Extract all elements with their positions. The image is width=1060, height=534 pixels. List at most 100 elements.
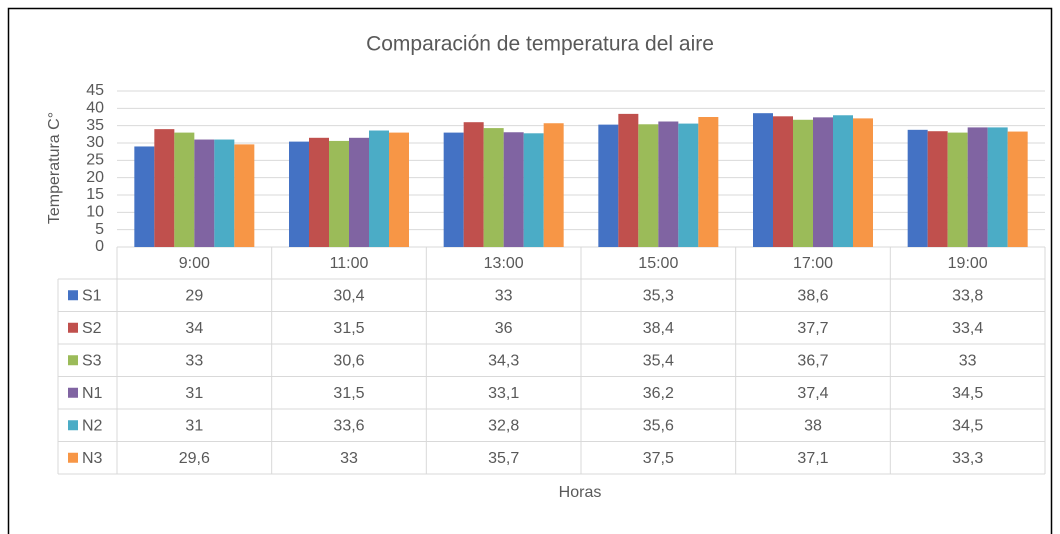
bar xyxy=(793,119,813,247)
bar xyxy=(907,129,928,247)
bar xyxy=(773,116,793,247)
y-tick-label: 40 xyxy=(86,100,104,117)
y-tick-label: 35 xyxy=(86,117,104,134)
table-cell: 35,7 xyxy=(488,450,519,467)
bar xyxy=(289,141,309,247)
bar xyxy=(927,131,948,247)
x-axis-title: Horas xyxy=(559,484,602,501)
table-cell: 34 xyxy=(185,320,203,337)
y-tick-label: 30 xyxy=(86,134,104,151)
table-cell: 31,5 xyxy=(333,385,364,402)
bar xyxy=(813,117,833,247)
y-axis-title: Temperatura C° xyxy=(46,112,63,224)
bar xyxy=(174,132,195,247)
table-cell: 33 xyxy=(340,450,358,467)
table-cell: 38,4 xyxy=(643,320,674,337)
y-tick-label: 25 xyxy=(86,152,104,169)
bar xyxy=(658,121,679,247)
chart-title: Comparación de temperatura del aire xyxy=(366,33,714,56)
bar xyxy=(194,139,215,247)
legend-label: N1 xyxy=(82,385,103,402)
table-cell: 37,5 xyxy=(643,450,674,467)
table-cell: 34,5 xyxy=(952,385,983,402)
y-tick-label: 10 xyxy=(86,204,104,221)
x-tick-label: 9:00 xyxy=(179,255,210,272)
y-tick-label: 15 xyxy=(86,186,104,203)
table-cell: 30,6 xyxy=(333,352,364,369)
legend-key xyxy=(68,420,78,431)
table-cell: 36,2 xyxy=(643,385,674,402)
table-cell: 36,7 xyxy=(797,352,828,369)
table-cell: 37,4 xyxy=(797,385,828,402)
bar xyxy=(618,113,639,247)
bar xyxy=(1007,131,1028,247)
bar xyxy=(853,118,873,248)
bar xyxy=(967,127,988,247)
bar xyxy=(523,133,544,247)
bar xyxy=(598,124,619,247)
bar xyxy=(214,139,235,247)
x-tick-label: 15:00 xyxy=(638,255,678,272)
table-cell: 29 xyxy=(185,287,203,304)
bar xyxy=(698,117,719,247)
bar xyxy=(543,123,564,247)
legend-key xyxy=(68,322,78,333)
table-cell: 35,3 xyxy=(643,287,674,304)
bar xyxy=(234,144,255,247)
bar xyxy=(349,137,369,247)
bar xyxy=(678,123,699,247)
table-cell: 35,4 xyxy=(643,352,674,369)
bar xyxy=(443,132,464,247)
table-cell: 31 xyxy=(185,417,203,434)
bar xyxy=(329,140,349,247)
legend-label: S2 xyxy=(82,320,102,337)
table-cell: 35,6 xyxy=(643,417,674,434)
y-tick-label: 0 xyxy=(95,238,104,255)
table-cell: 33 xyxy=(959,352,977,369)
bar xyxy=(987,127,1008,247)
legend-key xyxy=(68,355,78,366)
table-cell: 31,5 xyxy=(333,320,364,337)
bar xyxy=(503,132,524,247)
legend-label: S3 xyxy=(82,352,102,369)
table-cell: 34,3 xyxy=(488,352,519,369)
legend-key xyxy=(68,290,78,301)
table-cell: 33 xyxy=(495,287,513,304)
bar xyxy=(309,137,329,247)
y-tick-label: 20 xyxy=(86,169,104,186)
legend-label: S1 xyxy=(82,287,102,304)
bar xyxy=(947,132,968,247)
bar xyxy=(638,124,659,247)
table-cell: 32,8 xyxy=(488,417,519,434)
x-tick-label: 11:00 xyxy=(330,255,369,272)
table-cell: 37,7 xyxy=(797,320,828,337)
y-tick-label: 45 xyxy=(86,82,104,99)
table-cell: 33,8 xyxy=(952,287,983,304)
bar xyxy=(833,115,853,248)
bar xyxy=(753,113,773,247)
table-cell: 31 xyxy=(185,385,203,402)
legend-label: N3 xyxy=(82,450,103,467)
legend-key xyxy=(68,452,78,463)
bar xyxy=(389,132,409,247)
table-cell: 36 xyxy=(495,320,513,337)
table-cell: 37,1 xyxy=(797,450,828,467)
bar xyxy=(369,130,389,247)
bar xyxy=(154,129,175,247)
bar xyxy=(463,122,484,247)
legend-key xyxy=(68,387,78,398)
legend-label: N2 xyxy=(82,417,103,434)
x-tick-label: 13:00 xyxy=(484,255,524,272)
y-tick-label: 5 xyxy=(95,221,104,238)
table-cell: 33,4 xyxy=(952,320,983,337)
table-cell: 38 xyxy=(804,417,822,434)
frame xyxy=(7,7,1053,534)
x-tick-label: 17:00 xyxy=(793,255,833,272)
bar xyxy=(134,146,155,247)
bar xyxy=(483,128,504,247)
table-cell: 33,3 xyxy=(952,450,983,467)
table-cell: 33,6 xyxy=(333,417,364,434)
table-cell: 33,1 xyxy=(488,385,519,402)
table-cell: 34,5 xyxy=(952,417,983,434)
